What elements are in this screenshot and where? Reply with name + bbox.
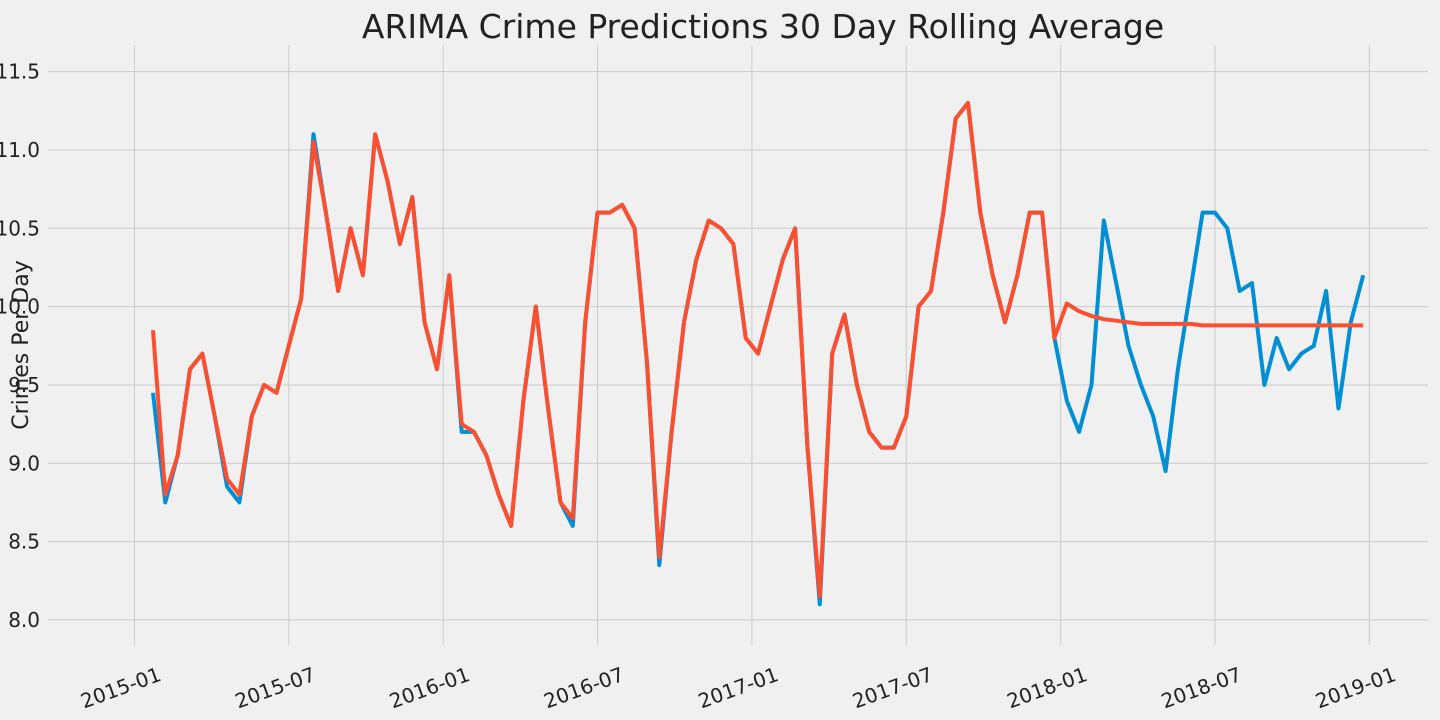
- x-tick-label: 2019-01: [1312, 662, 1399, 713]
- x-tick-label: 2018-07: [1158, 662, 1245, 713]
- y-tick-label: 8.5: [8, 530, 40, 554]
- y-tick-label: 9.5: [8, 373, 40, 397]
- x-tick-label: 2017-07: [849, 662, 936, 713]
- x-tick-label: 2018-01: [1004, 662, 1091, 713]
- y-axis-label: Crimes Per Day: [9, 260, 34, 429]
- y-tick-label: 8.0: [8, 608, 40, 632]
- x-tick-label: 2015-01: [77, 662, 164, 713]
- y-tick-label: 9.0: [8, 451, 40, 475]
- data-line: [151, 101, 1364, 599]
- chart-title: ARIMA Crime Predictions 30 Day Rolling A…: [362, 7, 1164, 46]
- x-tick-label: 2016-07: [540, 662, 627, 713]
- x-tick-label: 2017-01: [695, 662, 782, 713]
- x-tick-label: 2015-07: [232, 662, 319, 713]
- y-tick-label: 11.0: [0, 138, 40, 162]
- y-tick-label: 10.5: [0, 216, 40, 240]
- y-tick-label: 11.5: [0, 60, 40, 84]
- x-tick-label: 2016-01: [386, 662, 473, 713]
- y-tick-label: 10.0: [0, 295, 40, 319]
